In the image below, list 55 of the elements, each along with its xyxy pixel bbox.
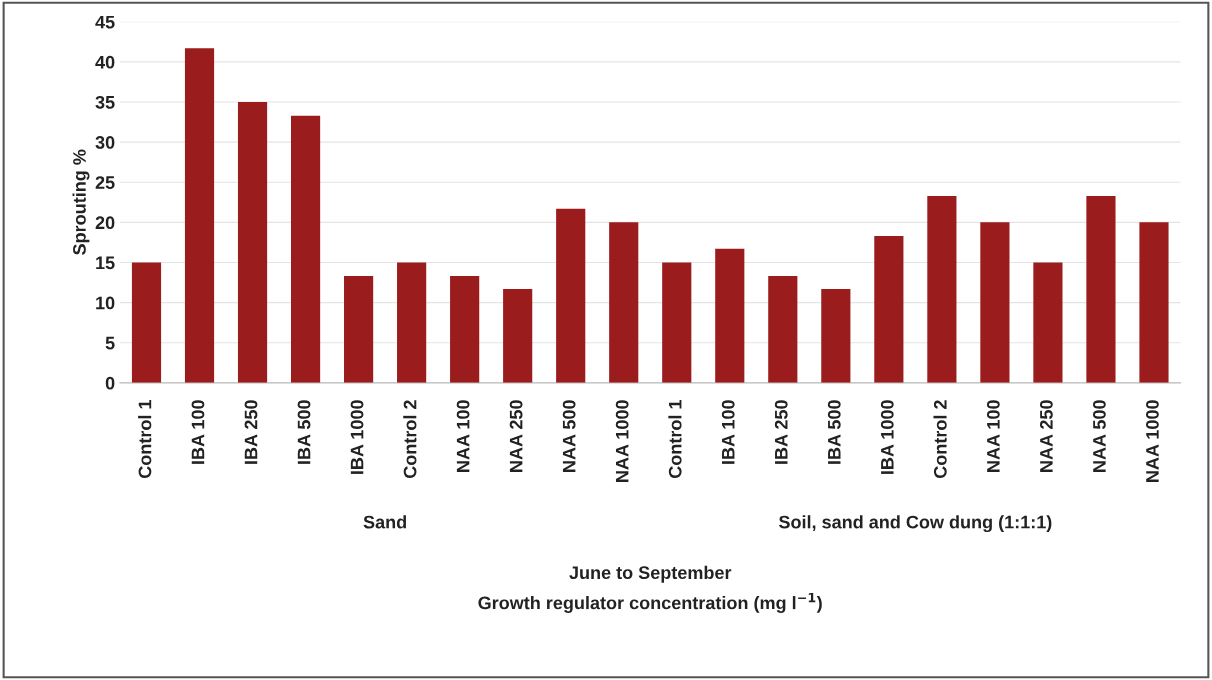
x-tick-label: IBA 100: [721, 400, 735, 464]
bar: [1086, 195, 1116, 383]
bar: [768, 276, 798, 383]
bar: [237, 102, 268, 383]
x-tick-label: IBA 500: [297, 400, 311, 464]
text: Soil, sand and Cow dung (1:1:1): [778, 515, 1052, 533]
y-tick-label: 30: [95, 136, 115, 149]
y-tick-label: 0: [105, 376, 115, 390]
y-tick-label: 45: [95, 15, 115, 29]
bar: [927, 195, 957, 383]
x-tick-label: IBA 1000: [880, 400, 894, 474]
bar: [397, 262, 427, 383]
bar: [980, 222, 1010, 383]
x-tick-label: IBA 500: [827, 400, 841, 464]
x-tick-label: NAA 250: [509, 400, 523, 472]
x-tick-label: Control 2: [403, 400, 417, 478]
y-axis-title: Sprouting %: [72, 149, 90, 255]
text: Sand: [363, 515, 406, 529]
x-tick-label: NAA 100: [456, 400, 470, 472]
bar: [821, 288, 851, 383]
bar: [609, 222, 639, 383]
bar: [184, 48, 215, 383]
x-tick-label: NAA 500: [562, 400, 576, 472]
x-tick-label: Control 2: [933, 400, 947, 478]
y-tick-label: 35: [95, 95, 115, 109]
x-tick-label: IBA 250: [244, 400, 258, 464]
x-tick-label: Control 1: [138, 400, 152, 478]
y-tick-label: 15: [96, 256, 115, 270]
x-tick-label: NAA 500: [1093, 400, 1106, 472]
x-tick-label: NAA 1000: [1146, 400, 1159, 482]
x-tick-label: Control 1: [668, 400, 682, 478]
bar: [503, 288, 533, 383]
bar: [1033, 262, 1063, 383]
x-tick-label: NAA 100: [986, 400, 1000, 472]
text: Growth regulator concentration (mg l$^{−1}$): [478, 592, 822, 613]
text: June to September: [569, 565, 732, 583]
bar: [556, 208, 586, 383]
y-tick-label: 20: [95, 216, 115, 230]
y-tick-label: 40: [95, 55, 115, 69]
bar: [715, 248, 745, 383]
bar: [450, 276, 480, 383]
x-tick-label: IBA 250: [774, 400, 788, 464]
y-tick-label: 5: [105, 336, 115, 350]
x-tick-label: NAA 1000: [615, 400, 629, 482]
x-tick-label: IBA 1000: [350, 400, 364, 474]
bar: [344, 276, 374, 383]
bar: [131, 262, 162, 383]
y-tick-label: 10: [96, 296, 115, 310]
bar: [290, 115, 321, 383]
x-tick-label: IBA 100: [191, 400, 205, 464]
y-tick-label: 25: [95, 176, 115, 189]
x-tick-label: NAA 250: [1039, 400, 1053, 472]
bar: [662, 262, 692, 383]
bar: [874, 236, 904, 383]
bar: [1139, 222, 1169, 383]
